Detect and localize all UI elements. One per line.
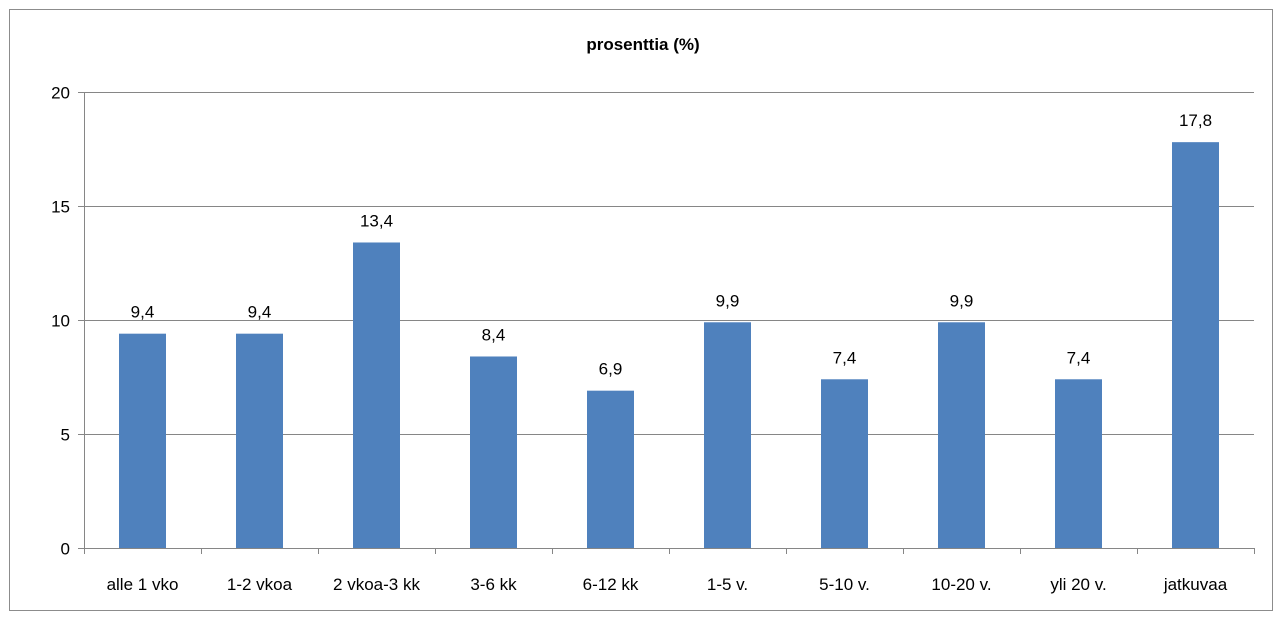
y-tick-label: 10	[51, 312, 70, 331]
bar	[119, 333, 166, 548]
labels: 0 5 10 15 20 9,4 alle 1 vko 9,4 1-2 vkoa 13,4 2 vk…	[51, 84, 1228, 595]
bar	[704, 322, 751, 548]
y-tick-label: 5	[61, 426, 70, 445]
y-tick-label: 20	[51, 84, 70, 103]
y-tick-label: 15	[51, 198, 70, 217]
data-label: 13,4	[360, 211, 393, 230]
bar	[938, 322, 985, 548]
data-label: 9,9	[716, 291, 740, 310]
data-label: 9,9	[950, 291, 974, 310]
chart-title: prosenttia (%)	[586, 35, 699, 54]
x-tick-label: 5-10 v.	[819, 575, 870, 594]
data-label: 7,4	[833, 348, 857, 367]
bar	[587, 390, 634, 548]
data-label: 6,9	[599, 360, 623, 379]
x-tick-label: 2 vkoa-3 kk	[333, 575, 420, 594]
y-tick-label: 0	[61, 540, 70, 559]
data-label: 17,8	[1179, 111, 1212, 130]
bar	[353, 242, 400, 549]
axes	[78, 92, 1255, 554]
x-tick-label: 1-2 vkoa	[227, 575, 293, 594]
data-label: 9,4	[248, 303, 272, 322]
bar	[236, 333, 283, 548]
data-label: 7,4	[1067, 348, 1091, 367]
bar	[1055, 379, 1102, 548]
x-tick-label: 10-20 v.	[931, 575, 991, 594]
bars	[119, 142, 1219, 549]
x-tick-label: 6-12 kk	[583, 575, 639, 594]
bar	[821, 379, 868, 548]
bar	[470, 356, 517, 548]
bar	[1172, 142, 1219, 548]
data-label: 8,4	[482, 325, 506, 344]
x-tick-label: 3-6 kk	[470, 575, 517, 594]
x-tick-label: 1-5 v.	[707, 575, 748, 594]
x-tick-label: yli 20 v.	[1050, 575, 1106, 594]
data-label: 9,4	[131, 303, 155, 322]
x-tick-label: alle 1 vko	[107, 575, 179, 594]
x-tick-label: jatkuvaa	[1163, 575, 1228, 594]
